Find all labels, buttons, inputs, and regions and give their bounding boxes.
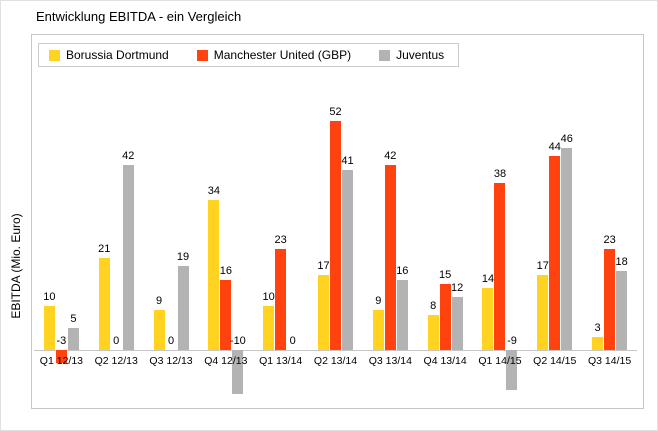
- data-label: 10: [262, 291, 275, 303]
- x-tick-label: Q2 12/13: [94, 355, 138, 367]
- data-label: -9: [507, 335, 517, 347]
- data-label: 42: [122, 150, 135, 162]
- data-label: 46: [560, 133, 573, 145]
- x-tick-label: Q1 14/15: [478, 355, 522, 367]
- bar: [372, 310, 384, 350]
- x-tick-label: Q3 14/15: [587, 355, 632, 367]
- data-label: 17: [317, 260, 330, 272]
- bar: [43, 306, 55, 350]
- chart-title: Entwicklung EBITDA - ein Vergleich: [36, 9, 242, 24]
- x-tick-label: Q2 13/14: [313, 355, 358, 367]
- data-label: 23: [603, 234, 616, 246]
- bar: [153, 310, 165, 350]
- data-label: 17: [536, 260, 549, 272]
- legend-swatch-icon: [49, 49, 60, 61]
- bar: [549, 156, 561, 350]
- bar: [616, 271, 628, 350]
- plot-frame: Borussia Dortmund Manchester United (GBP)…: [31, 34, 644, 409]
- legend-label: Borussia Dortmund: [66, 48, 169, 62]
- x-axis-line: [34, 350, 637, 351]
- data-label: 15: [439, 269, 452, 281]
- bar: [208, 200, 220, 350]
- data-label: 18: [615, 256, 628, 268]
- data-label: 19: [176, 251, 190, 263]
- y-axis-title: EBITDA (Mio. Euro): [9, 213, 23, 319]
- data-label: 8: [430, 300, 437, 312]
- bar: [604, 249, 616, 350]
- legend: Borussia Dortmund Manchester United (GBP)…: [38, 43, 460, 67]
- legend-item: Manchester United (GBP): [196, 48, 352, 62]
- data-label: 0: [289, 335, 296, 347]
- bar: [122, 165, 134, 350]
- plot-area: 10 -3 5 Q1 12/13 21 0 42 Q2 12/13 9 0 19 Q3 12/13 34…: [34, 35, 637, 408]
- bar: [342, 170, 353, 350]
- bar: [263, 306, 275, 350]
- bar: [451, 297, 463, 350]
- data-label: 3: [594, 322, 601, 334]
- data-label: 16: [396, 265, 409, 277]
- bar: [275, 249, 287, 350]
- bar: [506, 350, 518, 390]
- x-tick-label: Q2 14/15: [533, 355, 577, 367]
- bar: [592, 337, 604, 350]
- bar: [177, 266, 189, 350]
- data-label: 9: [155, 295, 163, 307]
- legend-swatch-icon: [379, 49, 391, 61]
- data-label: 10: [43, 291, 56, 303]
- bar: [494, 183, 506, 350]
- bar: [232, 350, 244, 394]
- bar: [482, 288, 494, 350]
- legend-item: Borussia Dortmund: [49, 48, 169, 62]
- data-label: 14: [481, 273, 495, 285]
- data-label: 23: [274, 234, 287, 246]
- data-label: -3: [56, 335, 67, 347]
- bar: [561, 148, 573, 350]
- data-label: 21: [98, 243, 111, 255]
- data-label: 0: [113, 335, 120, 347]
- x-tick-label: Q3 12/13: [149, 355, 193, 367]
- x-tick-label: Q1 12/13: [39, 355, 84, 367]
- data-label: 0: [167, 335, 175, 347]
- bar: [318, 275, 329, 350]
- data-label: 5: [70, 313, 77, 325]
- bar: [330, 121, 341, 350]
- bar: [55, 350, 67, 363]
- data-label: 44: [548, 141, 561, 153]
- bar: [537, 275, 549, 350]
- x-tick-label: Q4 13/14: [423, 355, 467, 367]
- data-label: 34: [207, 185, 220, 197]
- data-label: 52: [329, 106, 342, 118]
- data-label: 38: [493, 168, 507, 180]
- legend-label: Manchester United (GBP): [213, 48, 352, 62]
- bar: [396, 280, 408, 350]
- data-label: 42: [384, 150, 397, 162]
- data-label: 9: [375, 295, 382, 307]
- bar: [98, 258, 110, 350]
- bar: [439, 284, 451, 350]
- data-label: -10: [229, 335, 246, 347]
- x-tick-label: Q4 12/13: [204, 355, 248, 367]
- legend-item: Juventus: [379, 48, 444, 62]
- bar: [220, 280, 232, 350]
- x-tick-label: Q1 13/14: [259, 355, 303, 367]
- bar: [427, 315, 439, 350]
- bar: [384, 165, 396, 350]
- data-label: 12: [451, 282, 464, 294]
- x-tick-label: Q3 13/14: [368, 355, 412, 367]
- legend-swatch-icon: [196, 49, 208, 61]
- data-label: 16: [219, 265, 232, 277]
- legend-label: Juventus: [396, 48, 445, 62]
- bar: [67, 328, 79, 350]
- data-label: 41: [341, 155, 354, 167]
